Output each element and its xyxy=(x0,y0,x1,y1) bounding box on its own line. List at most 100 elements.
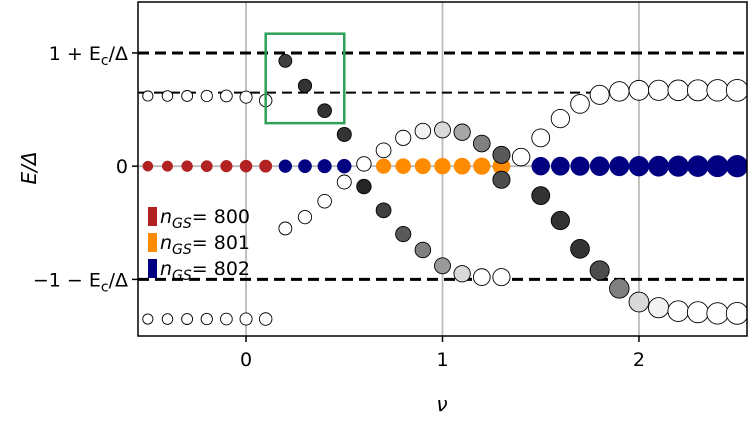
legend-label: nGS= 800 xyxy=(160,206,250,232)
excited-state-point xyxy=(628,291,650,313)
excited-state-point xyxy=(609,81,630,102)
excited-state-point xyxy=(648,79,670,101)
excited-state-point xyxy=(297,78,313,93)
excited-state-point xyxy=(414,122,432,140)
excited-state-point xyxy=(356,178,372,195)
excited-state-point xyxy=(667,300,690,322)
excited-state-point xyxy=(161,313,174,325)
excited-state-point xyxy=(297,210,313,225)
ground-state-point xyxy=(142,160,154,172)
ground-state-point xyxy=(317,159,332,174)
excited-state-point xyxy=(492,145,511,164)
excited-state-point xyxy=(220,312,233,326)
legend-swatch xyxy=(148,207,157,226)
excited-state-point xyxy=(200,89,213,103)
excited-state-point xyxy=(531,186,551,206)
excited-state-point xyxy=(725,78,747,102)
excited-state-point xyxy=(648,297,670,319)
excited-state-point xyxy=(161,90,174,102)
excited-state-point xyxy=(453,265,471,283)
ground-state-point xyxy=(648,155,669,177)
ground-state-point xyxy=(278,159,293,173)
excited-state-point xyxy=(589,84,610,105)
ground-state-point xyxy=(667,155,689,177)
excited-state-point xyxy=(395,129,412,146)
highlight-box xyxy=(264,32,346,125)
excited-state-point xyxy=(375,202,392,219)
excited-state-point xyxy=(200,312,213,326)
ground-state-point xyxy=(336,158,352,174)
ground-state-point xyxy=(239,159,253,173)
ground-state-point xyxy=(726,155,747,178)
excited-state-point xyxy=(336,174,352,190)
ground-state-point xyxy=(220,160,233,173)
x-tick-label: 0 xyxy=(240,349,252,371)
excited-state-point xyxy=(492,170,511,189)
x-tick-label: 2 xyxy=(633,349,645,371)
ground-state-point xyxy=(375,158,392,174)
legend-label: nGS= 801 xyxy=(160,232,250,258)
ground-state-point xyxy=(200,160,213,173)
excited-state-point xyxy=(434,121,451,139)
ground-state-point xyxy=(531,156,550,176)
excited-state-point xyxy=(511,147,531,167)
ground-state-point xyxy=(473,157,491,175)
excited-state-point xyxy=(706,302,729,325)
legend-label: nGS= 802 xyxy=(160,258,250,284)
y-tick-label: 1 + Ec/Δ xyxy=(49,43,128,69)
excited-state-point xyxy=(142,90,154,102)
ground-state-point xyxy=(434,157,451,175)
legend-swatch xyxy=(148,259,157,278)
ground-state-point xyxy=(589,156,610,176)
ground-state-point xyxy=(628,155,650,177)
excited-state-point xyxy=(181,90,194,102)
excited-state-point xyxy=(181,313,194,325)
excited-state-point xyxy=(336,126,352,142)
ground-state-point xyxy=(298,159,312,174)
ground-state-point xyxy=(414,158,431,175)
ground-state-point xyxy=(550,156,570,176)
data-points xyxy=(142,53,747,326)
ground-state-point xyxy=(259,159,273,173)
excited-state-point xyxy=(278,221,293,236)
excited-state-point xyxy=(570,94,590,114)
y-tick-label: 0 xyxy=(116,156,128,178)
y-ticks: 1 + Ec/Δ 0 −1 − Ec/Δ xyxy=(33,43,138,295)
excited-state-point xyxy=(492,268,511,287)
excited-state-point xyxy=(414,241,432,259)
excited-state-point xyxy=(317,193,332,209)
excited-state-point xyxy=(395,226,412,243)
excited-state-point xyxy=(317,103,332,118)
excited-state-point xyxy=(375,142,392,159)
y-tick-label: −1 − Ec/Δ xyxy=(33,269,128,295)
excited-state-point xyxy=(531,128,551,148)
x-axis-label: ν xyxy=(436,392,447,416)
excited-state-point xyxy=(472,268,491,286)
y-axis-label: E/Δ xyxy=(17,151,41,184)
excited-state-point xyxy=(472,134,491,153)
excited-state-point xyxy=(706,79,729,102)
excited-state-point xyxy=(278,53,293,68)
excited-state-point xyxy=(356,156,372,172)
excited-state-point xyxy=(667,79,690,102)
excited-state-point xyxy=(453,123,471,141)
ground-state-point xyxy=(570,156,590,176)
excited-state-point xyxy=(589,260,610,281)
ground-state-point xyxy=(609,156,630,177)
ground-state-point xyxy=(161,160,174,172)
excited-state-point xyxy=(686,301,709,324)
x-ticks: 0 1 2 xyxy=(240,336,645,371)
excited-state-point xyxy=(239,312,253,326)
excited-state-point xyxy=(258,312,273,326)
excited-state-point xyxy=(725,302,747,325)
excited-state-point xyxy=(628,79,650,101)
ground-state-point xyxy=(395,158,412,175)
excited-state-point xyxy=(434,257,451,275)
ground-state-point xyxy=(181,160,193,172)
excited-state-point xyxy=(550,210,570,231)
x-tick-label: 1 xyxy=(436,349,448,371)
ground-state-point xyxy=(453,157,471,175)
excited-state-point xyxy=(550,109,570,129)
